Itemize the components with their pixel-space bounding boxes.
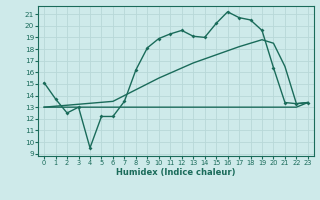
X-axis label: Humidex (Indice chaleur): Humidex (Indice chaleur): [116, 168, 236, 177]
